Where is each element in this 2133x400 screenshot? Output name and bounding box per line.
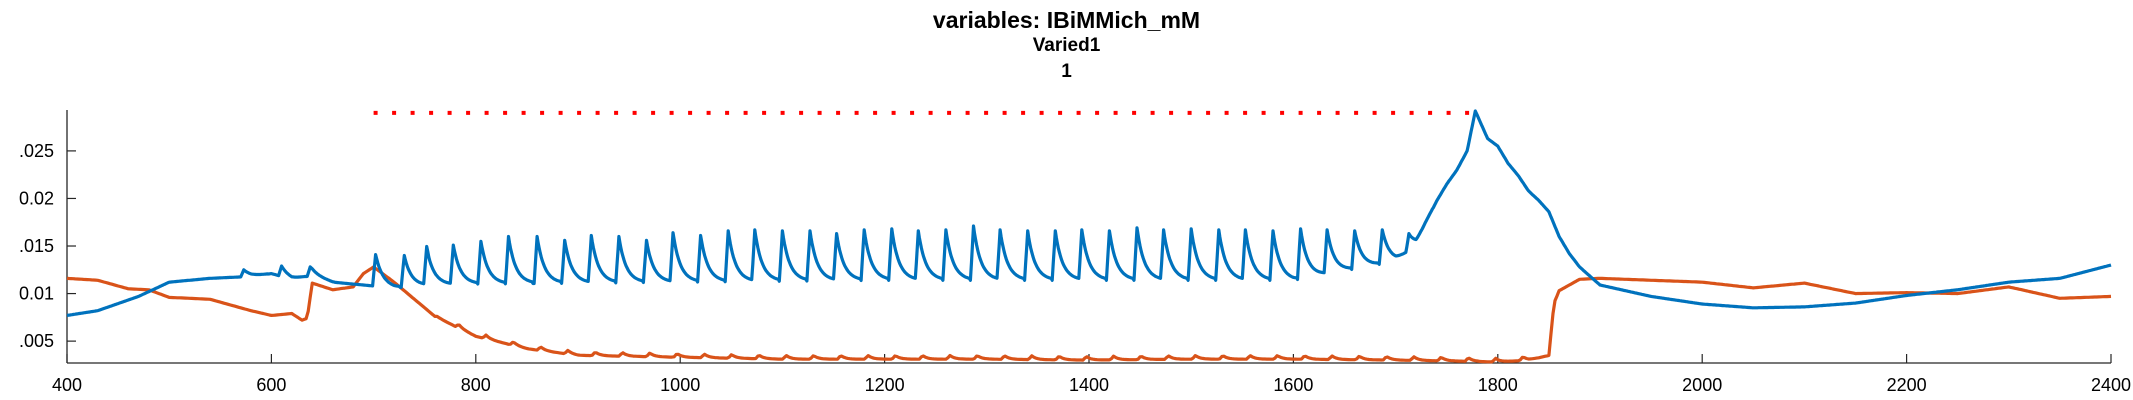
y-tick-label: .005 — [19, 331, 54, 351]
x-tick-label: 1600 — [1273, 375, 1313, 395]
x-tick-label: 1400 — [1069, 375, 1109, 395]
chart-subtitle-line-2: 1 — [1061, 61, 1072, 82]
x-tick-label: 1000 — [660, 375, 700, 395]
series-line-orange — [66, 265, 2112, 364]
x-tick-label: 1800 — [1478, 375, 1518, 395]
x-tick-label: 2000 — [1682, 375, 1722, 395]
y-tick-label: 0.02 — [19, 188, 54, 208]
chart-subtitle-line-1: Varied1 — [1032, 35, 1101, 56]
x-tick-label: 1200 — [865, 375, 905, 395]
x-tick-label: 400 — [52, 375, 82, 395]
y-tick-label: 0.01 — [19, 284, 54, 304]
chart-title: variables: IBiMMich_mM — [932, 7, 1201, 33]
y-tick-label: .025 — [19, 141, 54, 161]
x-tick-label: 2400 — [2091, 375, 2131, 395]
x-tick-label: 2200 — [1887, 375, 1927, 395]
y-tick-label: .015 — [19, 236, 54, 256]
series-line-blue — [66, 109, 2112, 317]
x-tick-label: 800 — [461, 375, 491, 395]
x-tick-label: 600 — [256, 375, 286, 395]
